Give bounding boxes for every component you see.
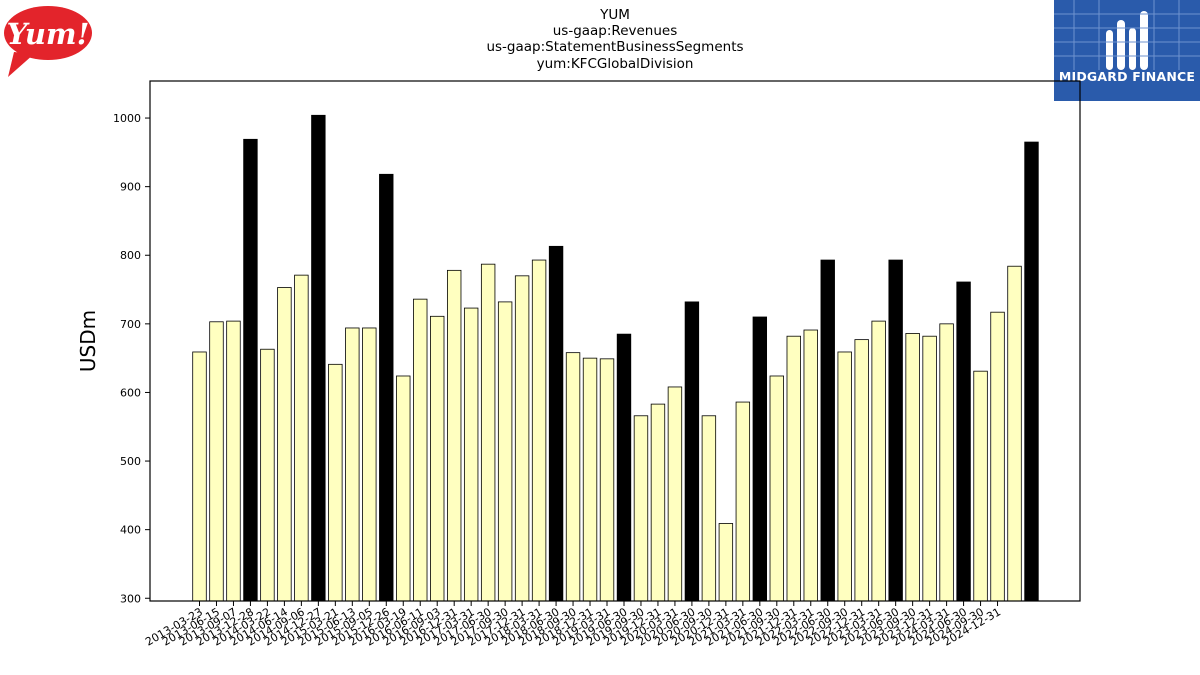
chart-title-line-3: us-gaap:StatementBusinessSegments [486, 39, 744, 55]
bar-2013-06-15 [209, 321, 224, 602]
y-axis-label: USDm [76, 310, 100, 372]
bar-2023-06-30 [888, 259, 903, 602]
bar-2015-09-05 [362, 327, 377, 602]
bar-2013-09-07 [226, 320, 241, 602]
bar-2016-06-11 [413, 298, 428, 602]
y-tick-label: 1000 [113, 112, 141, 125]
bar-2015-03-21 [328, 363, 343, 602]
bar-2022-09-30 [837, 351, 852, 602]
bar-2014-03-22 [260, 348, 275, 602]
bar-2017-12-31 [514, 275, 530, 602]
x-axis-ticks: 2013-03-232013-06-152013-09-072013-12-28… [143, 601, 1003, 649]
y-tick-label: 800 [120, 249, 141, 262]
y-tick-label: 300 [120, 592, 141, 605]
bar-2014-09-06 [294, 274, 309, 602]
bar-2023-09-30 [905, 333, 920, 602]
bar-2018-03-31 [531, 259, 547, 602]
bar-2021-09-30 [769, 375, 784, 602]
bar-2019-06-30 [616, 333, 632, 602]
bar-2024-03-31 [939, 323, 954, 602]
watermark-logo-text: MIDGARD FINANCE [1058, 69, 1196, 84]
bar-2013-03-23 [192, 351, 207, 602]
bar-2024-06-30 [956, 281, 971, 602]
y-tick-label: 400 [120, 524, 141, 537]
bar-2014-06-14 [277, 287, 292, 602]
bar-2024-12-31 [990, 311, 1005, 602]
bar-2016-09-03 [430, 315, 445, 602]
bar-2017-03-31 [463, 307, 479, 602]
y-tick-label: 700 [120, 318, 141, 331]
company-logo-text: Yum! [7, 17, 90, 51]
y-tick-label: 900 [120, 181, 141, 194]
midgard-mark-icon [1054, 0, 1200, 70]
bar-2018-09-30 [565, 352, 581, 602]
bar-2020-06-30 [684, 301, 700, 602]
bar-undefined [1007, 265, 1022, 602]
bar-2020-12-31 [718, 523, 734, 602]
plot-frame [149, 80, 1081, 602]
bar-2017-09-30 [497, 301, 513, 602]
bar-2016-03-19 [396, 375, 411, 602]
bar-2022-12-31 [854, 339, 869, 602]
company-logo: Yum! [4, 4, 96, 80]
bar-2023-12-31 [922, 335, 937, 602]
bar-2014-12-27 [311, 114, 326, 602]
bar-undefined [1024, 141, 1039, 602]
bar-2020-09-30 [701, 415, 717, 602]
bar-2020-03-31 [667, 386, 683, 602]
bars-group [192, 114, 1039, 602]
y-tick-label: 600 [120, 386, 141, 399]
bar-2016-12-31 [446, 269, 462, 602]
chart-title-line-1: YUM [600, 7, 630, 23]
y-axis-ticks: 300 400 500 600 700 800 900 1000 [113, 112, 150, 605]
bar-2024-09-30 [973, 370, 988, 602]
bar-2015-12-26 [379, 173, 394, 602]
bar-2013-12-28 [243, 138, 258, 602]
bar-2019-09-30 [633, 415, 649, 602]
watermark-logo: MIDGARD FINANCE [1054, 0, 1200, 101]
bar-2021-06-30 [752, 316, 768, 602]
bar-2018-06-30 [548, 245, 564, 602]
y-tick-label: 500 [120, 455, 141, 468]
bar-2015-06-13 [345, 327, 360, 602]
bar-2018-12-31 [582, 357, 598, 602]
bar-2021-03-31 [735, 401, 751, 602]
bar-2022-06-30 [820, 259, 835, 602]
chart-title-line-4: yum:KFCGlobalDivision [536, 56, 694, 72]
bar-2019-12-31 [650, 403, 666, 602]
bar-2021-12-31 [786, 335, 801, 602]
chart-title-line-2: us-gaap:Revenues [552, 23, 678, 39]
bar-2023-03-31 [871, 320, 886, 602]
bar-2022-03-31 [803, 329, 818, 602]
bar-2017-06-30 [480, 263, 496, 602]
bar-2019-03-31 [599, 358, 615, 602]
